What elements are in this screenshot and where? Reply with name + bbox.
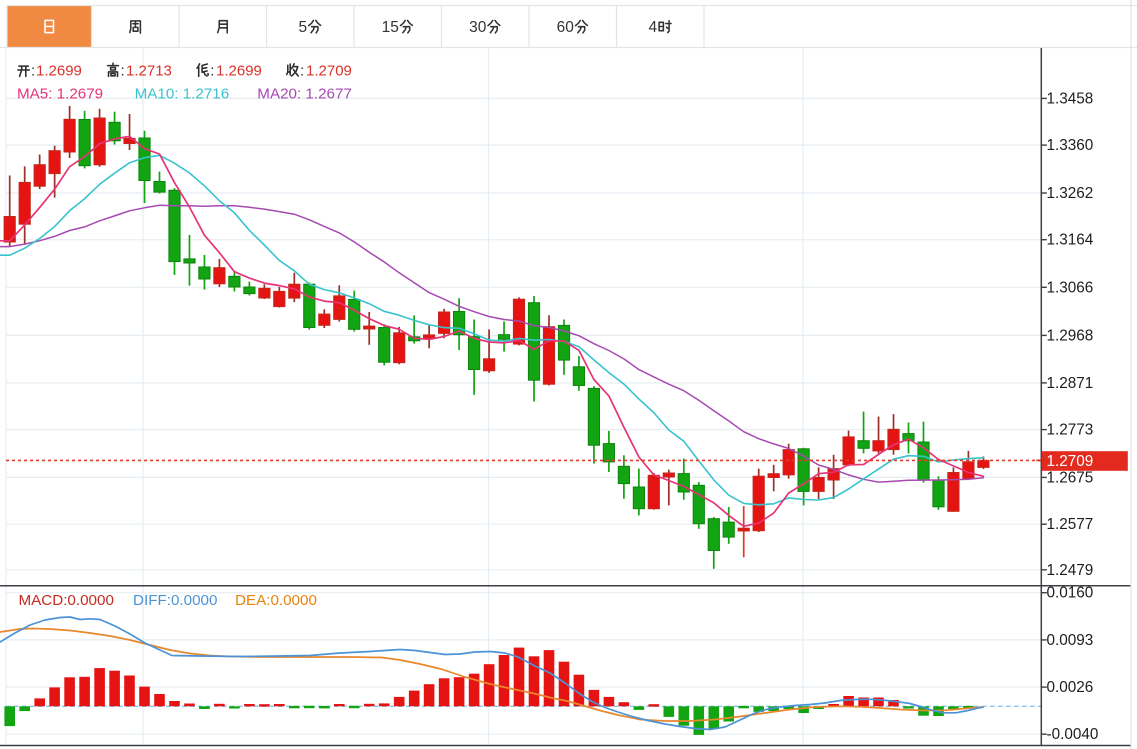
svg-text::: :: [300, 62, 304, 79]
svg-text:0.0093: 0.0093: [1047, 632, 1094, 649]
svg-text:1.2713: 1.2713: [126, 62, 172, 79]
svg-text:5: 5: [298, 19, 307, 36]
svg-text::: :: [121, 62, 125, 79]
svg-text:30: 30: [469, 19, 487, 36]
svg-text:1.2709: 1.2709: [1047, 453, 1094, 470]
svg-text::: :: [31, 62, 35, 79]
svg-text:1.2577: 1.2577: [1047, 516, 1094, 533]
svg-text:1.2699: 1.2699: [216, 62, 262, 79]
svg-text:-0.0040: -0.0040: [1047, 726, 1099, 743]
svg-text:1.2479: 1.2479: [1047, 562, 1094, 579]
svg-text:1.3164: 1.3164: [1047, 232, 1094, 249]
svg-text:1.3458: 1.3458: [1047, 90, 1094, 107]
svg-text:1.3360: 1.3360: [1047, 137, 1094, 154]
svg-text:1.3066: 1.3066: [1047, 279, 1094, 296]
svg-text:4: 4: [648, 19, 657, 36]
svg-text:1.2699: 1.2699: [36, 62, 82, 79]
svg-text::: :: [210, 62, 214, 79]
svg-text:1.2709: 1.2709: [306, 62, 352, 79]
svg-text:0.0026: 0.0026: [1047, 679, 1094, 696]
svg-text:MA20: 1.2677: MA20: 1.2677: [257, 85, 352, 102]
svg-text:15: 15: [382, 19, 399, 36]
svg-text:1.2675: 1.2675: [1047, 469, 1094, 486]
svg-text:1.3262: 1.3262: [1047, 185, 1094, 202]
svg-text:DIFF:0.0000: DIFF:0.0000: [133, 592, 217, 609]
svg-text:1.2773: 1.2773: [1047, 422, 1094, 439]
svg-text:1.2968: 1.2968: [1047, 327, 1094, 344]
svg-text:MA10: 1.2716: MA10: 1.2716: [135, 85, 230, 102]
svg-text:DEA:0.0000: DEA:0.0000: [235, 592, 317, 609]
svg-text:MACD:0.0000: MACD:0.0000: [19, 592, 114, 609]
svg-text:MA5: 1.2679: MA5: 1.2679: [17, 85, 103, 102]
svg-text:0.0160: 0.0160: [1047, 585, 1094, 602]
svg-text:1.2871: 1.2871: [1047, 375, 1094, 392]
svg-text:60: 60: [557, 19, 575, 36]
